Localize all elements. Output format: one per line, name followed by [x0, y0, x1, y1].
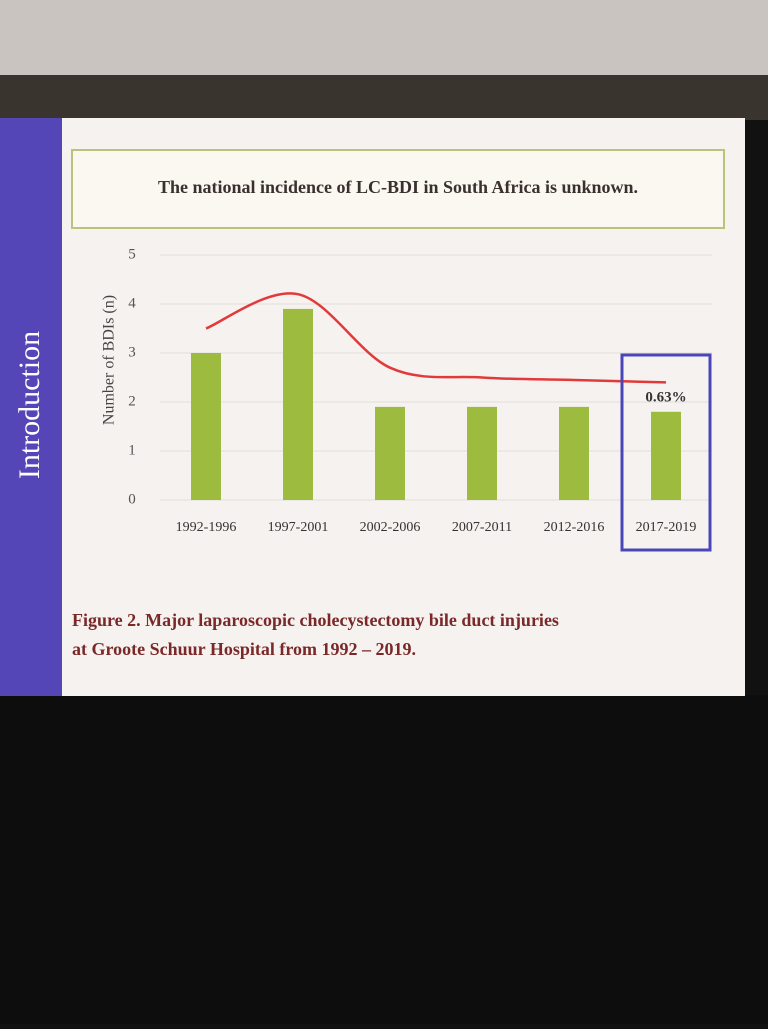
y-tick-label: 2 [128, 393, 136, 409]
screen-frame [0, 75, 768, 120]
y-tick-label: 1 [128, 442, 136, 458]
caption-line: at Groote Schuur Hospital from 1992 – 20… [72, 639, 416, 659]
title-box [71, 149, 725, 229]
bar [375, 406, 405, 500]
bar [191, 353, 221, 500]
x-tick-label: 1992-1996 [176, 520, 237, 535]
x-tick-label: 1997-2001 [268, 520, 329, 535]
bar [651, 411, 681, 500]
y-tick-label: 3 [128, 344, 136, 360]
x-tick-label: 2012-2016 [544, 520, 605, 535]
side-band [0, 118, 62, 696]
stage [0, 695, 768, 1024]
y-tick-label: 4 [128, 295, 136, 311]
side-label: Introduction [13, 331, 46, 479]
annotation: 0.63% [645, 389, 686, 405]
chart-title: The national incidence of LC-BDI in Sout… [158, 177, 638, 197]
y-tick-label: 0 [128, 491, 136, 507]
x-tick-label: 2002-2006 [360, 520, 421, 535]
x-tick-label: 2017-2019 [636, 520, 697, 535]
bar [283, 308, 313, 500]
bar [559, 406, 589, 500]
x-tick-label: 2007-2011 [452, 520, 512, 535]
caption-line: Figure 2. Major laparoscopic cholecystec… [72, 610, 559, 630]
y-axis-label: Number of BDIs (n) [101, 295, 118, 425]
trend-line [205, 292, 667, 384]
y-tick-label: 5 [128, 246, 136, 262]
highlight-box [620, 353, 712, 552]
bar [467, 406, 497, 500]
